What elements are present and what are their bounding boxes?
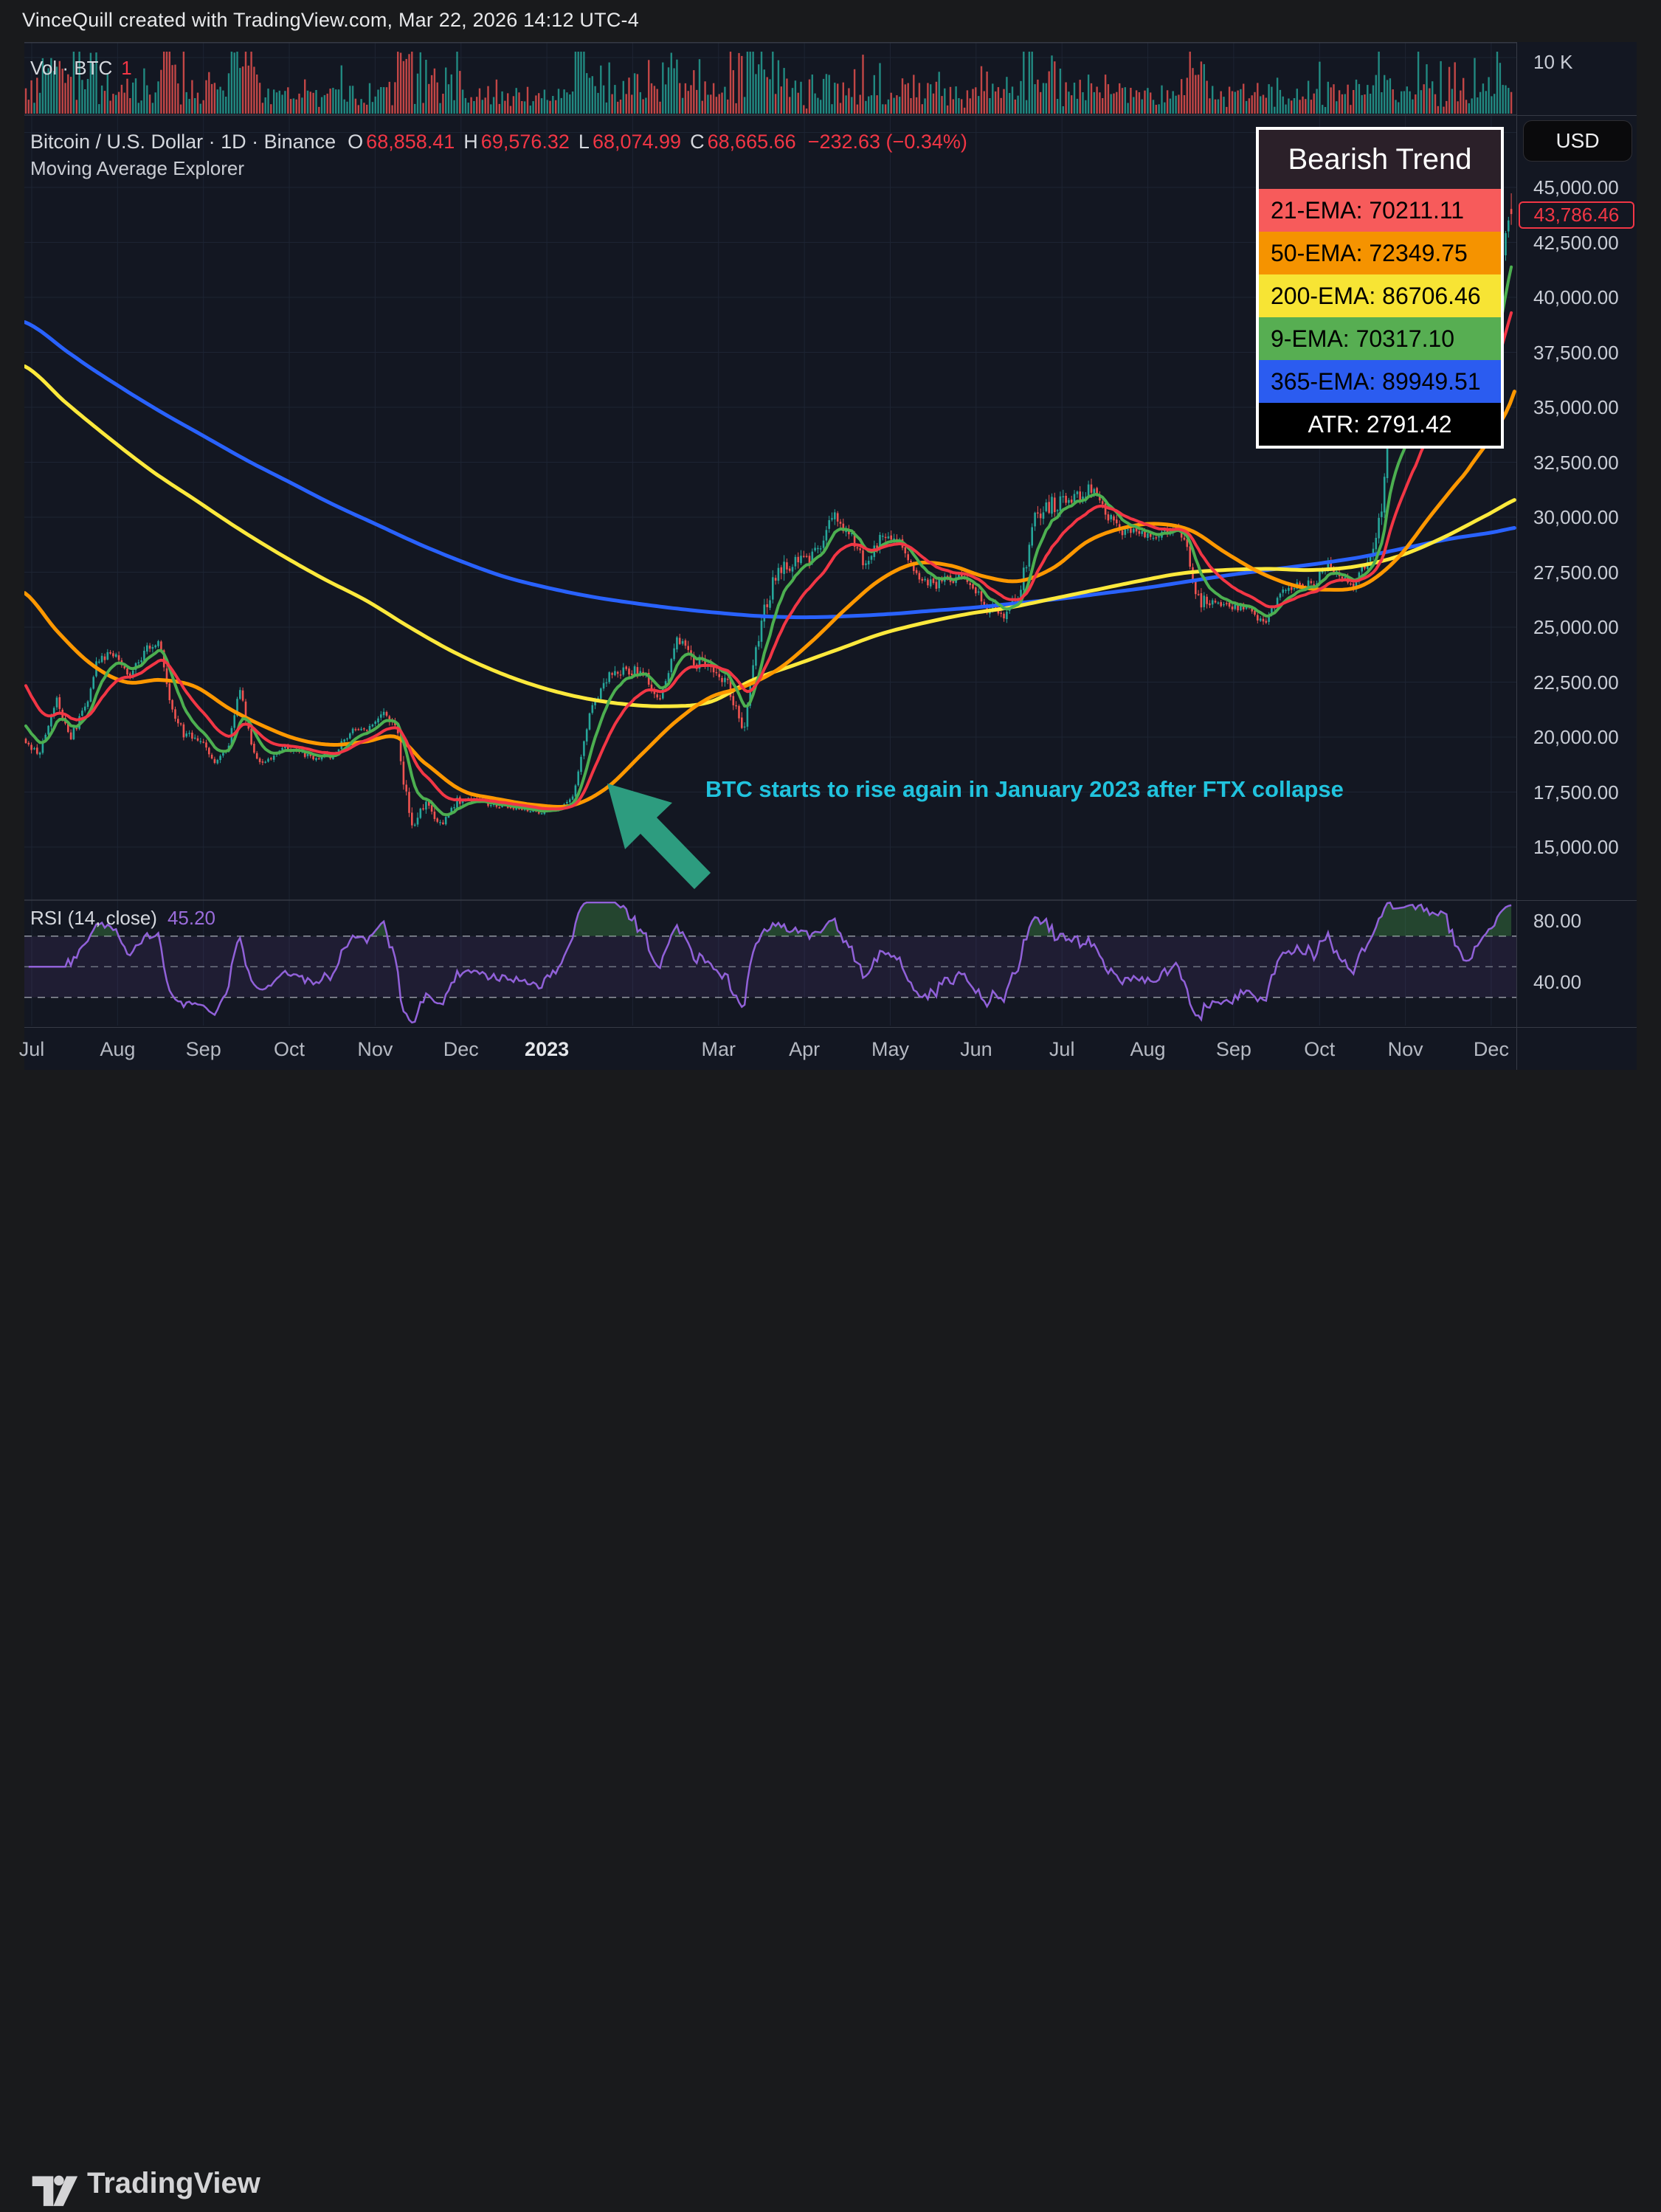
page-title: VinceQuill created with TradingView.com,… [22,9,639,31]
price-tick-label: 20,000.00 [1533,726,1619,748]
axis-separator [1517,115,1637,116]
volume-indicator-label[interactable]: Vol · BTC 1 [30,57,132,80]
ma-legend-row: ATR: 2791.42 [1259,403,1501,446]
ema-line-21-ema [24,311,1513,811]
ohlc-key: O [348,131,364,153]
time-tick-label: Jun [960,1038,992,1060]
time-tick-label: Aug [1130,1038,1166,1060]
price-tick-label: 25,000.00 [1533,616,1619,638]
pane-separators [24,42,1516,901]
ma-legend-row: 50-EMA: 72349.75 [1259,232,1501,274]
ema-line-9-ema [24,265,1513,817]
ma-legend-box: Bearish Trend 21-EMA: 70211.11 50-EMA: 72… [1256,127,1504,449]
time-tick-label: Dec [1473,1038,1509,1060]
time-tick-label: Sep [1215,1038,1251,1060]
ohlc-value: 68,665.66 [707,131,796,153]
last-price-label: 43,786.46 [1519,201,1634,229]
time-tick-label: Jul [18,1038,45,1060]
ohlc-key: C [690,131,705,153]
time-axis[interactable]: Jul Aug Sep Oct Nov Dec 2023 Mar Apr May Jun Jul Aug… [19,1027,1516,1070]
rsi-tick-label: 40.00 [1533,971,1582,993]
indicator-name-label[interactable]: Moving Average Explorer [30,157,245,179]
time-tick-label: Jul [1049,1038,1075,1060]
price-axis[interactable]: 10 K USD 43,786.46 45,000.00 42,500.00 40,… [1516,42,1637,1070]
rsi-label-text: RSI (14, close) [30,907,157,929]
ohlc-value: 68,074.99 [592,131,682,153]
ma-legend-row: 365-EMA: 89949.51 [1259,360,1501,403]
time-tick-label: Nov [1387,1038,1423,1060]
annotation-arrow-icon[interactable] [607,784,711,889]
ohlc-value: 69,576.32 [480,131,570,153]
rsi-value: 45.20 [167,907,216,929]
price-tick-label: 17,500.00 [1533,781,1619,803]
volume-value: 1 [121,57,132,79]
price-tick-label: 27,500.00 [1533,561,1619,584]
price-tick-label: 22,500.00 [1533,671,1619,694]
rsi-tick-label: 80.00 [1533,910,1582,932]
price-tick-label: 37,500.00 [1533,341,1619,364]
currency-button[interactable]: USD [1523,120,1632,162]
trend-status-label: Bearish Trend [1259,130,1501,189]
ema-lines [24,265,1516,817]
ma-legend-row: 9-EMA: 70317.10 [1259,317,1501,360]
price-tick-label: 15,000.00 [1533,836,1619,858]
tradingview-brand-text[interactable]: TradingView [87,2167,260,2199]
price-change: −232.63 (−0.34%) [807,131,967,153]
price-tick-label: 35,000.00 [1533,396,1619,418]
annotation-text[interactable]: BTC starts to rise again in January 2023… [705,776,1344,802]
symbol-title: Bitcoin / U.S. Dollar · 1D · Binance [30,131,336,153]
time-tick-label: Dec [443,1038,479,1060]
candlesticks [24,193,1513,829]
rsi-level-lines [24,936,1516,998]
symbol-legend[interactable]: Bitcoin / U.S. Dollar · 1D · Binance O 68,… [30,131,970,153]
rsi-indicator-label[interactable]: RSI (14, close) 45.20 [30,907,215,930]
chart-header: VinceQuill created with TradingView.com,… [0,0,1661,42]
time-tick-label: Nov [357,1038,393,1060]
ohlc-key: L [578,131,590,153]
price-tick-label: 40,000.00 [1533,286,1619,308]
time-tick-label: Aug [100,1038,136,1060]
tradingview-logo-icon[interactable] [31,2168,78,2212]
time-tick-label: Sep [185,1038,221,1060]
time-tick-label: May [871,1038,910,1060]
volume-label-text: Vol · BTC [30,57,113,79]
price-tick-label: 42,500.00 [1533,231,1619,254]
ma-legend-row: 21-EMA: 70211.11 [1259,189,1501,232]
price-tick-label: 45,000.00 [1533,176,1619,198]
volume-scale-label: 10 K [1533,51,1573,73]
price-tick-label: 32,500.00 [1533,451,1619,474]
ohlc-key: H [463,131,478,153]
price-tick-label: 30,000.00 [1533,506,1619,528]
time-tick-label: Oct [274,1038,305,1060]
volume-bars [24,52,1513,114]
axis-separator [1517,1027,1637,1028]
ohlc-value: 68,858.41 [366,131,455,153]
time-tick-label: Oct [1304,1038,1336,1060]
axis-separator [1517,900,1637,901]
ohlc-values: O 68,858.41 H 69,576.32 L 68,074.99 C 68,665.66 [348,131,805,153]
rsi-line [28,902,1512,1024]
footer: TradingView [0,1070,1661,2206]
time-tick-label: Mar [701,1038,736,1060]
ema-line-50-ema [24,390,1516,809]
time-tick-label: Apr [789,1038,821,1060]
ma-legend-row: 200-EMA: 86706.46 [1259,274,1501,317]
time-tick-label: 2023 [525,1038,570,1060]
